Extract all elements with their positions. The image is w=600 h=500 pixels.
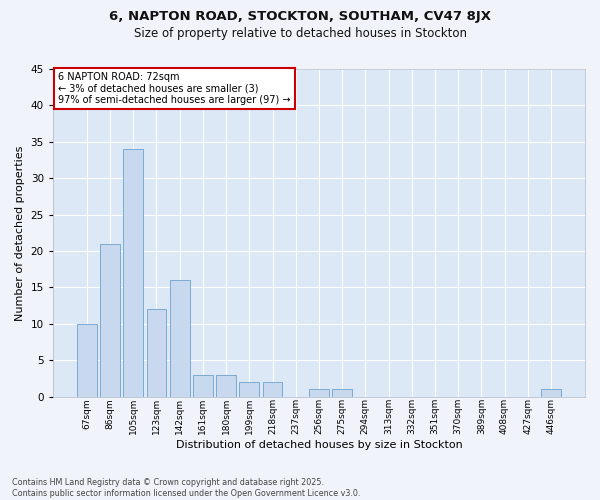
Text: Contains HM Land Registry data © Crown copyright and database right 2025.
Contai: Contains HM Land Registry data © Crown c… [12,478,361,498]
Bar [193,375,213,396]
Bar [216,375,236,396]
Text: 6 NAPTON ROAD: 72sqm
← 3% of detached houses are smaller (3)
97% of semi-detache: 6 NAPTON ROAD: 72sqm ← 3% of detached ho… [58,72,290,106]
Text: Size of property relative to detached houses in Stockton: Size of property relative to detached ho… [133,28,467,40]
Bar [146,310,166,396]
Bar [100,244,120,396]
Bar [77,324,97,396]
Y-axis label: Number of detached properties: Number of detached properties [15,145,25,320]
Bar [170,280,190,396]
X-axis label: Distribution of detached houses by size in Stockton: Distribution of detached houses by size … [176,440,462,450]
Bar [124,149,143,396]
Bar [263,382,283,396]
Bar [309,390,329,396]
Bar [239,382,259,396]
Bar [332,390,352,396]
Text: 6, NAPTON ROAD, STOCKTON, SOUTHAM, CV47 8JX: 6, NAPTON ROAD, STOCKTON, SOUTHAM, CV47 … [109,10,491,23]
Bar [541,390,561,396]
